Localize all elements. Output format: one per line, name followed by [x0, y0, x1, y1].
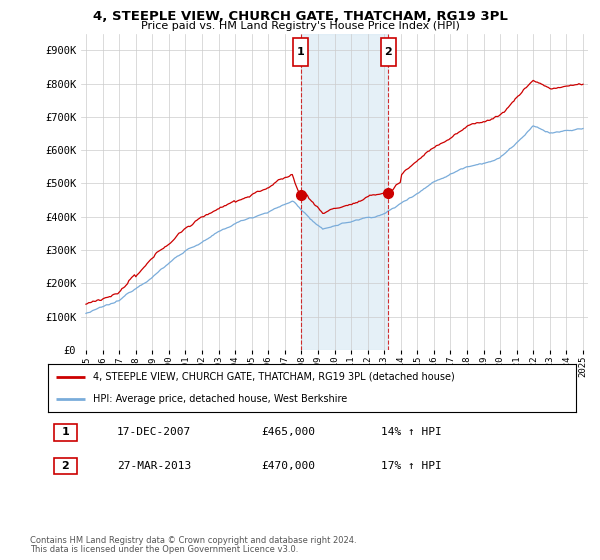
Text: 4, STEEPLE VIEW, CHURCH GATE, THATCHAM, RG19 3PL: 4, STEEPLE VIEW, CHURCH GATE, THATCHAM, … [92, 10, 508, 22]
Text: 17-DEC-2007: 17-DEC-2007 [117, 427, 191, 437]
Text: £465,000: £465,000 [261, 427, 315, 437]
Text: 2: 2 [62, 461, 69, 471]
Text: 17% ↑ HPI: 17% ↑ HPI [381, 461, 442, 471]
FancyBboxPatch shape [381, 38, 395, 66]
Text: HPI: Average price, detached house, West Berkshire: HPI: Average price, detached house, West… [93, 394, 347, 404]
Text: 1: 1 [62, 427, 69, 437]
Text: 27-MAR-2013: 27-MAR-2013 [117, 461, 191, 471]
Text: £470,000: £470,000 [261, 461, 315, 471]
Text: 4, STEEPLE VIEW, CHURCH GATE, THATCHAM, RG19 3PL (detached house): 4, STEEPLE VIEW, CHURCH GATE, THATCHAM, … [93, 372, 455, 382]
Text: Contains HM Land Registry data © Crown copyright and database right 2024.: Contains HM Land Registry data © Crown c… [30, 536, 356, 545]
Text: 2: 2 [385, 47, 392, 57]
Text: 14% ↑ HPI: 14% ↑ HPI [381, 427, 442, 437]
Bar [301, 34, 388, 350]
FancyBboxPatch shape [293, 38, 308, 66]
Text: This data is licensed under the Open Government Licence v3.0.: This data is licensed under the Open Gov… [30, 545, 298, 554]
Text: 1: 1 [297, 47, 305, 57]
Text: Price paid vs. HM Land Registry's House Price Index (HPI): Price paid vs. HM Land Registry's House … [140, 21, 460, 31]
